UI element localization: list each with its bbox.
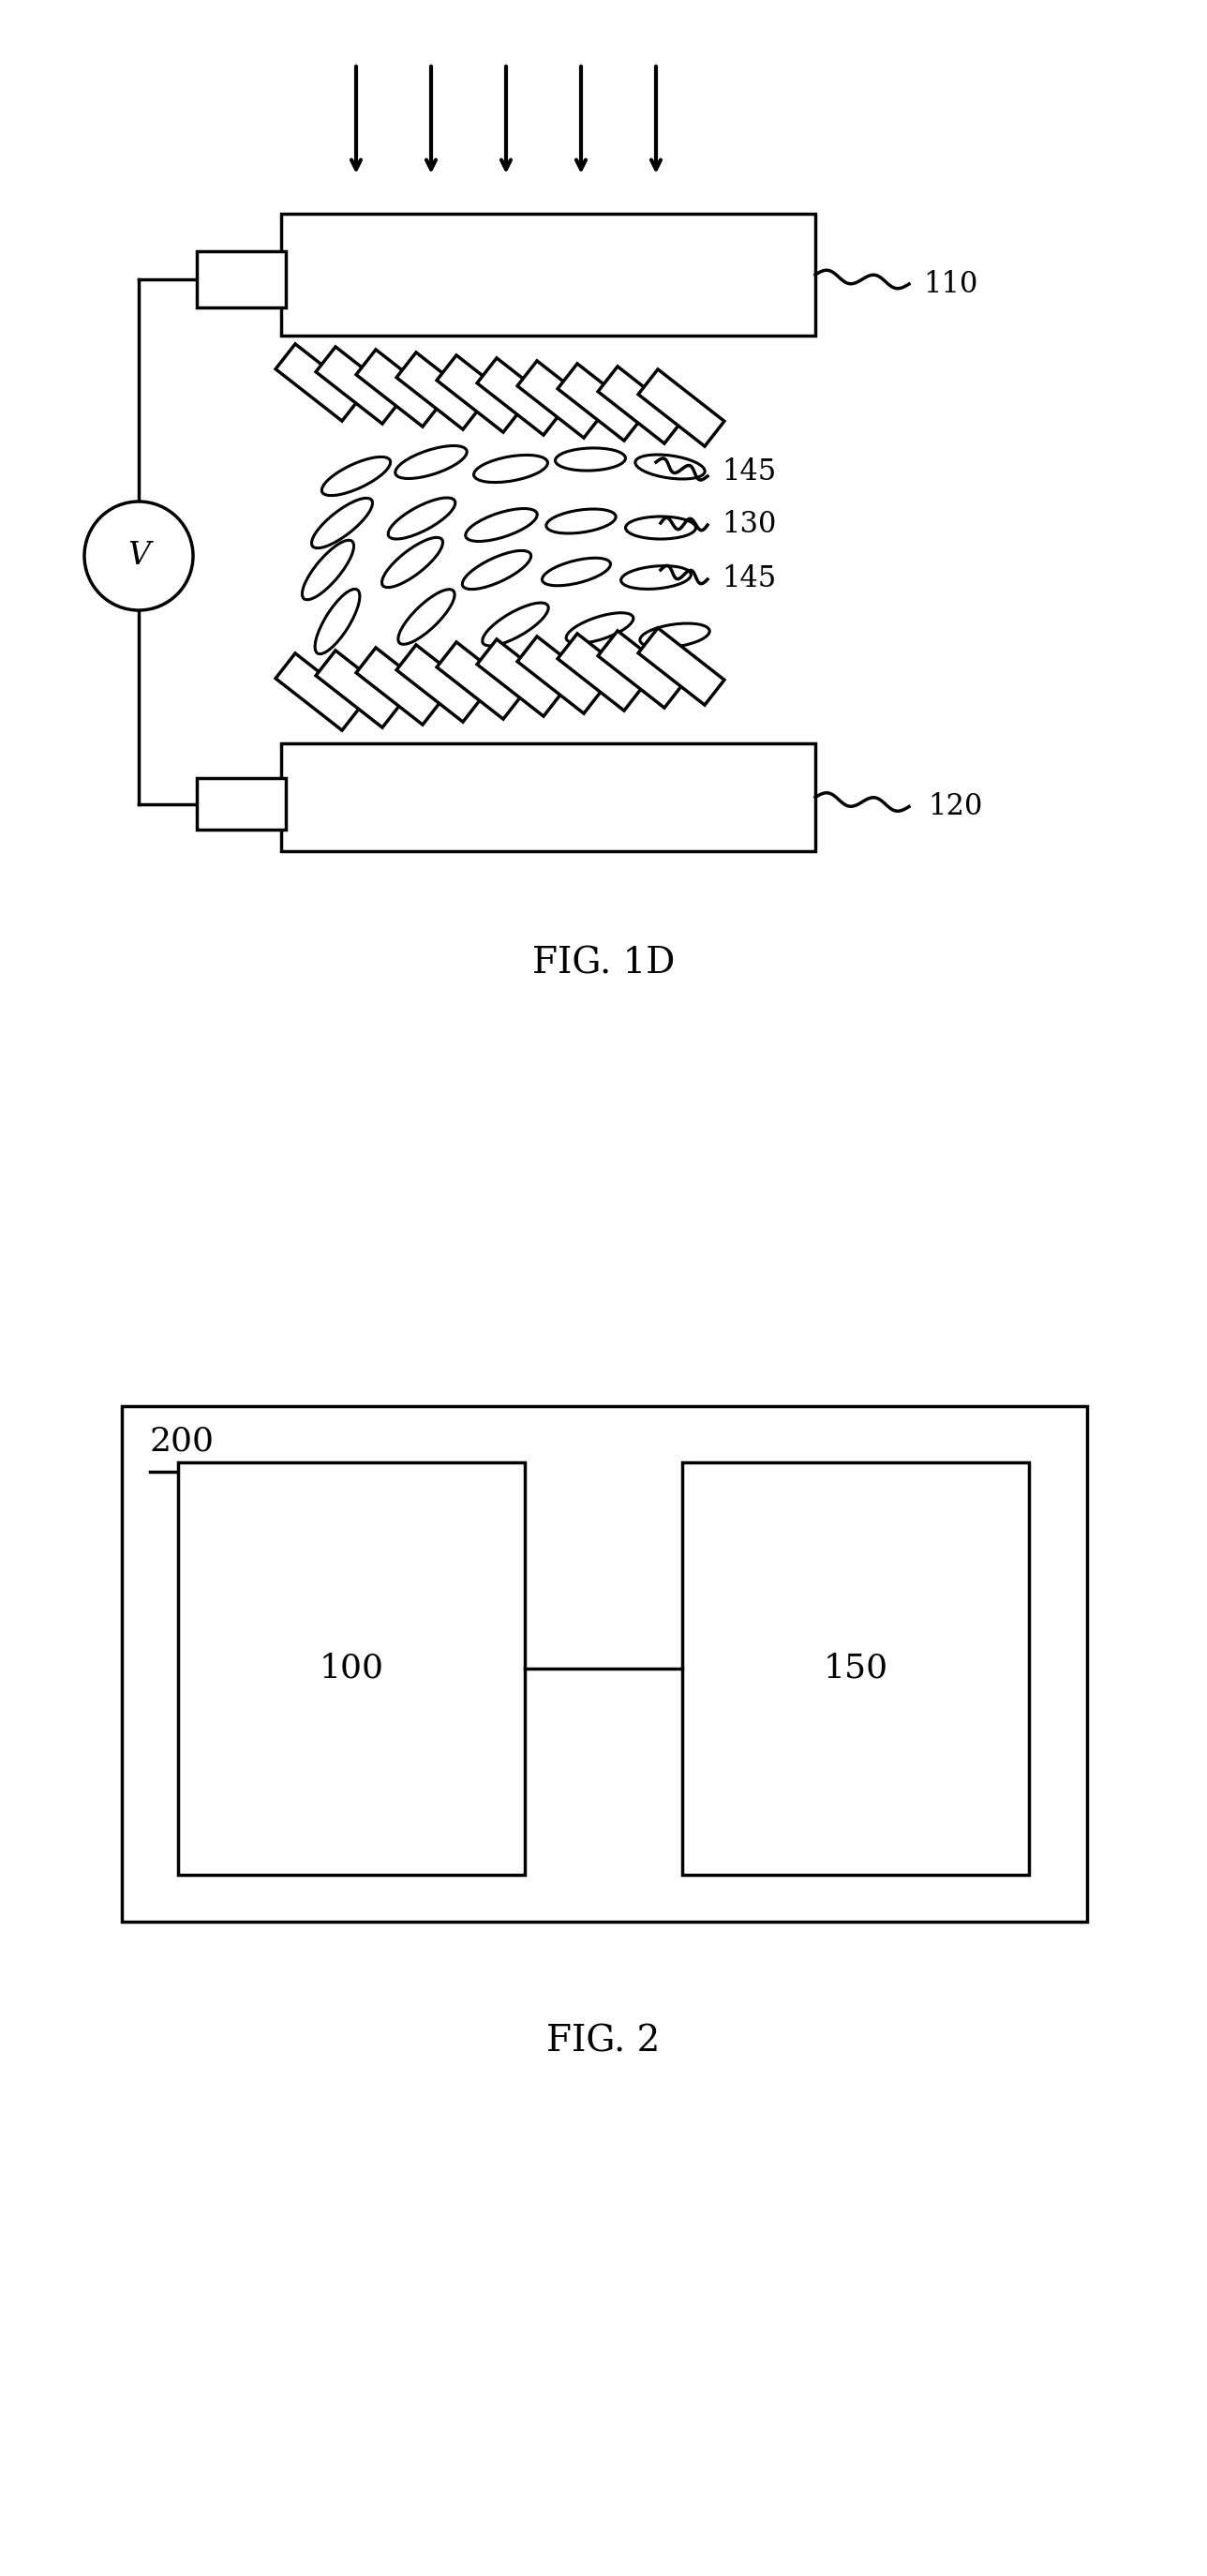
Polygon shape (639, 629, 724, 706)
Ellipse shape (302, 541, 354, 600)
Polygon shape (477, 639, 564, 716)
Circle shape (84, 502, 193, 611)
Ellipse shape (555, 448, 625, 471)
Polygon shape (316, 348, 402, 425)
Bar (682, 1463, 1028, 1875)
Text: 145: 145 (722, 456, 776, 487)
Ellipse shape (635, 453, 705, 479)
Bar (197, 252, 286, 307)
Bar (281, 744, 815, 850)
Polygon shape (558, 634, 643, 711)
Text: 200: 200 (150, 1425, 215, 1458)
Polygon shape (437, 355, 523, 433)
Ellipse shape (466, 507, 537, 541)
Polygon shape (518, 636, 604, 714)
Polygon shape (518, 361, 604, 438)
Ellipse shape (462, 551, 531, 590)
Polygon shape (597, 631, 684, 708)
Ellipse shape (381, 538, 443, 587)
Ellipse shape (398, 590, 455, 644)
Ellipse shape (311, 497, 373, 549)
Ellipse shape (542, 559, 611, 585)
Text: 100: 100 (319, 1654, 384, 1685)
Bar (122, 1406, 1088, 1922)
Polygon shape (396, 353, 483, 430)
Polygon shape (437, 641, 523, 719)
Text: 120: 120 (928, 791, 982, 822)
Text: 150: 150 (823, 1654, 888, 1685)
Text: FIG. 2: FIG. 2 (547, 2025, 660, 2058)
Ellipse shape (547, 510, 616, 533)
Ellipse shape (389, 497, 455, 538)
Text: V: V (128, 541, 150, 572)
Bar (179, 1463, 525, 1875)
Polygon shape (477, 358, 564, 435)
Polygon shape (275, 654, 362, 732)
Text: 145: 145 (722, 564, 776, 595)
Bar (281, 214, 815, 335)
Ellipse shape (483, 603, 548, 647)
Polygon shape (316, 652, 402, 726)
Ellipse shape (640, 623, 710, 647)
Polygon shape (558, 363, 643, 440)
Ellipse shape (474, 456, 548, 482)
Ellipse shape (620, 567, 690, 590)
Polygon shape (356, 350, 442, 428)
Ellipse shape (395, 446, 467, 479)
Polygon shape (275, 345, 362, 420)
Polygon shape (597, 366, 684, 443)
Ellipse shape (566, 613, 634, 644)
Polygon shape (356, 647, 442, 724)
Text: FIG. 1D: FIG. 1D (532, 945, 675, 981)
Ellipse shape (315, 590, 360, 654)
Text: 110: 110 (923, 270, 978, 299)
Ellipse shape (625, 518, 695, 538)
Text: 130: 130 (722, 510, 776, 538)
Bar (197, 778, 286, 829)
Polygon shape (396, 644, 483, 721)
Ellipse shape (322, 456, 390, 495)
Polygon shape (639, 368, 724, 446)
